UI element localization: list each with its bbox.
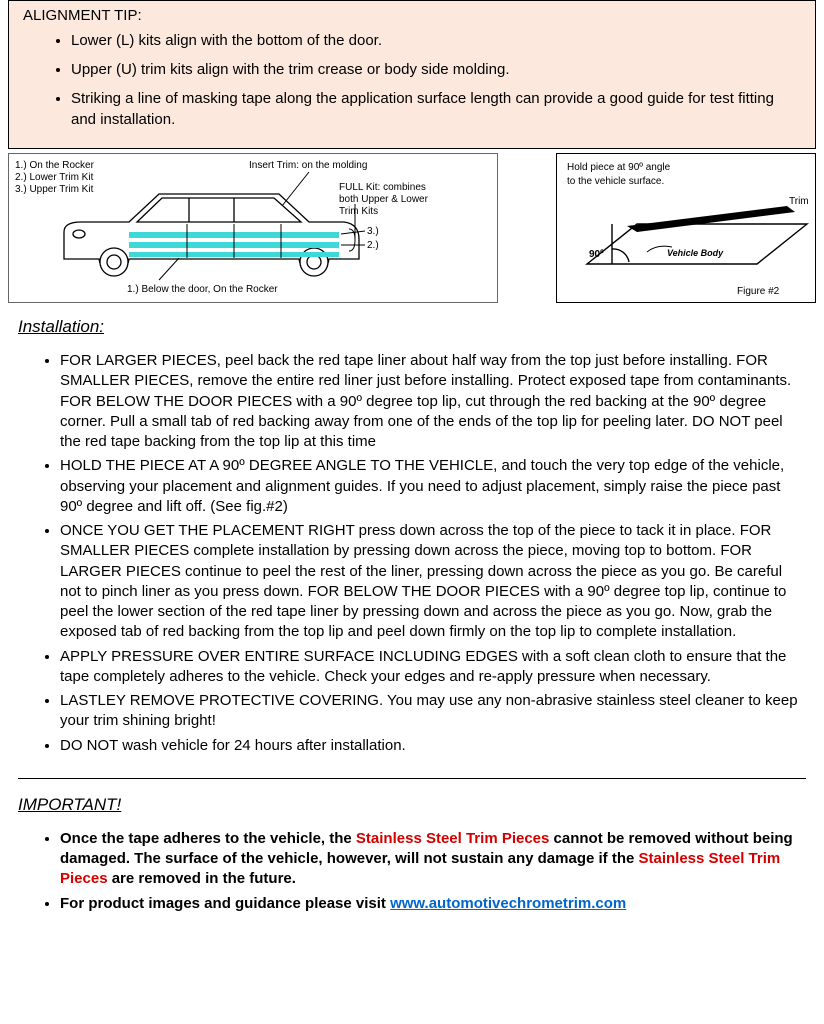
diagram-row: 1.) On the Rocker 2.) Lower Trim Kit 3.)… bbox=[8, 153, 816, 303]
legend-1: 1.) On the Rocker bbox=[15, 160, 95, 171]
installation-title: Installation: bbox=[18, 317, 824, 337]
angle-text-2: to the vehicle surface. bbox=[567, 176, 664, 187]
figure-label: Figure #2 bbox=[737, 286, 780, 297]
tip-item: Upper (U) trim kits align with the trim … bbox=[71, 59, 801, 80]
install-item: ONCE YOU GET THE PLACEMENT RIGHT press d… bbox=[60, 521, 800, 643]
full-kit-1: FULL Kit: combines bbox=[339, 182, 426, 193]
legend-2: 2.) Lower Trim Kit bbox=[15, 172, 94, 183]
install-item: APPLY PRESSURE OVER ENTIRE SURFACE INCLU… bbox=[60, 647, 800, 688]
tip-item: Lower (L) kits align with the bottom of … bbox=[71, 30, 801, 51]
text: are removed in the future. bbox=[108, 870, 296, 887]
install-item: DO NOT wash vehicle for 24 hours after i… bbox=[60, 736, 800, 756]
legend-3: 3.) Upper Trim Kit bbox=[15, 184, 94, 195]
full-kit-3: Trim Kits bbox=[339, 206, 378, 217]
important-title: IMPORTANT! bbox=[18, 795, 824, 815]
callout-3: 3.) bbox=[367, 226, 379, 237]
angle-diagram: Hold piece at 90º angle to the vehicle s… bbox=[556, 153, 816, 303]
trim-label: Trim bbox=[789, 196, 809, 207]
callout-2: 2.) bbox=[367, 240, 379, 251]
install-item: LASTLEY REMOVE PROTECTIVE COVERING. You … bbox=[60, 691, 800, 732]
insert-trim-label: Insert Trim: on the molding bbox=[249, 160, 367, 171]
important-item: Once the tape adheres to the vehicle, th… bbox=[60, 829, 800, 890]
product-link[interactable]: www.automotivechrometrim.com bbox=[390, 895, 626, 912]
tip-item: Striking a line of masking tape along th… bbox=[71, 88, 801, 130]
text: Once the tape adheres to the vehicle, th… bbox=[60, 830, 356, 847]
tip-title: ALIGNMENT TIP: bbox=[23, 7, 801, 24]
vehicle-body-label: Vehicle Body bbox=[667, 248, 724, 258]
install-item: FOR LARGER PIECES, peel back the red tap… bbox=[60, 351, 800, 452]
car-diagram: 1.) On the Rocker 2.) Lower Trim Kit 3.)… bbox=[8, 153, 498, 303]
install-item: HOLD THE PIECE AT A 90º DEGREE ANGLE TO … bbox=[60, 456, 800, 517]
important-list: Once the tape adheres to the vehicle, th… bbox=[0, 829, 824, 914]
text: For product images and guidance please v… bbox=[60, 895, 390, 912]
tip-list: Lower (L) kits align with the bottom of … bbox=[23, 30, 801, 130]
angle-text-1: Hold piece at 90º angle bbox=[567, 162, 671, 173]
below-door-label: 1.) Below the door, On the Rocker bbox=[127, 284, 278, 295]
alignment-tip-box: ALIGNMENT TIP: Lower (L) kits align with… bbox=[8, 0, 816, 149]
red-text: Stainless Steel Trim Pieces bbox=[356, 830, 549, 847]
important-item: For product images and guidance please v… bbox=[60, 894, 800, 914]
separator bbox=[18, 778, 806, 779]
installation-list: FOR LARGER PIECES, peel back the red tap… bbox=[0, 351, 824, 756]
full-kit-2: both Upper & Lower bbox=[339, 194, 429, 205]
angle-90: 90º bbox=[589, 249, 604, 260]
